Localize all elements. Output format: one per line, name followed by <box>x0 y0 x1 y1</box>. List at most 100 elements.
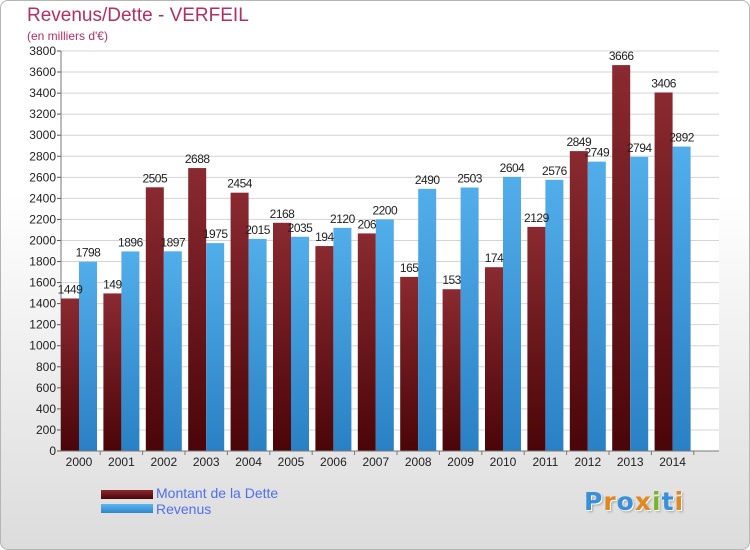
logo-letter: i <box>674 487 685 516</box>
y-tick-label: 3600 <box>29 65 56 79</box>
legend-swatch-dette <box>101 490 153 499</box>
bar-dette <box>654 92 673 451</box>
data-label: 3666 <box>609 49 635 63</box>
y-tick-label: 2000 <box>29 233 56 247</box>
data-label: 2849 <box>566 135 592 149</box>
logo-letter: o <box>616 487 635 516</box>
x-tick-label: 2005 <box>278 455 305 469</box>
bar-revenus <box>503 176 521 452</box>
bar-dette <box>103 293 122 451</box>
y-tick-label: 800 <box>36 360 56 374</box>
y-tick-label: 3800 <box>29 44 56 58</box>
data-label: 1896 <box>118 235 144 249</box>
proxiti-logo: Proxiti <box>584 487 684 516</box>
x-tick-label: 2003 <box>193 455 220 469</box>
bar-revenus <box>333 227 352 451</box>
bar-revenus <box>206 243 225 451</box>
data-label: 1897 <box>160 235 186 249</box>
data-label: 2454 <box>227 177 253 191</box>
bar-dette <box>230 192 249 451</box>
data-label: 2035 <box>288 221 314 235</box>
x-tick-label: 2014 <box>659 455 686 469</box>
data-label: 2505 <box>142 171 168 185</box>
y-tick-label: 2200 <box>29 212 56 226</box>
y-tick-label: 3000 <box>29 128 56 142</box>
bar-dette <box>315 246 334 451</box>
data-label: 149 <box>103 277 122 291</box>
data-label: 2200 <box>372 203 398 217</box>
y-tick-label: 2600 <box>29 170 56 184</box>
y-tick-label: 1800 <box>29 255 56 269</box>
y-tick-label: 3200 <box>29 107 56 121</box>
y-tick-label: 2400 <box>29 191 56 205</box>
bar-chart: 0 200 400 600 800 1000 1200 1400 1600 1800 2000 220… <box>29 44 719 469</box>
legend-label-revenus: Revenus <box>156 501 212 517</box>
bar-dette <box>569 151 588 451</box>
y-tick-label: 400 <box>36 402 56 416</box>
bar-revenus <box>248 238 267 451</box>
logo-letter: P <box>584 487 604 516</box>
x-tick-label: 2008 <box>405 455 432 469</box>
y-tick-label: 1200 <box>29 318 56 332</box>
data-label: 2892 <box>669 131 695 145</box>
data-label: 2576 <box>542 164 568 178</box>
bar-revenus <box>79 261 97 451</box>
bar-revenus <box>460 187 479 452</box>
data-label: 3406 <box>651 76 677 90</box>
bar-dette <box>188 168 207 452</box>
chart-title: Revenus/Dette - VERFEIL <box>27 5 249 26</box>
legend-swatch-revenus <box>101 504 153 513</box>
bar-dette <box>442 289 461 451</box>
data-label: 2794 <box>627 141 653 155</box>
data-label: 2604 <box>500 161 526 175</box>
data-label: 2168 <box>270 207 296 221</box>
x-tick-label: 2001 <box>108 455 135 469</box>
x-tick-label: 2006 <box>320 455 347 469</box>
y-tick-label: 200 <box>36 423 56 437</box>
data-label: 2688 <box>185 152 211 166</box>
x-tick-label: 2009 <box>447 455 474 469</box>
bar-revenus <box>121 251 140 451</box>
data-label: 194 <box>315 230 334 244</box>
y-tick-label: 600 <box>36 381 56 395</box>
data-label: 1449 <box>58 282 84 296</box>
x-tick-label: 2011 <box>532 455 558 469</box>
y-tick-label: 1600 <box>29 276 56 290</box>
bar-revenus <box>375 219 394 451</box>
data-label: 2120 <box>330 212 356 226</box>
bar-dette <box>527 226 546 451</box>
x-tick-label: 2012 <box>574 455 601 469</box>
x-tick-label: 2013 <box>617 455 644 469</box>
bar-dette <box>61 298 79 451</box>
data-label: 206 <box>358 217 377 231</box>
bar-dette <box>145 187 164 451</box>
bar-dette <box>400 276 419 451</box>
data-label: 2490 <box>415 173 441 187</box>
y-tick-label: 1000 <box>29 339 56 353</box>
logo-letter: t <box>661 487 675 516</box>
bar-dette <box>273 222 291 451</box>
x-tick-label: 2000 <box>66 455 93 469</box>
data-label: 2503 <box>457 172 483 186</box>
bar-dette <box>485 267 503 451</box>
y-tick-label: 1400 <box>29 297 56 311</box>
legend-label-dette: Montant de la Dette <box>156 485 279 501</box>
y-tick-label: 0 <box>49 444 56 458</box>
y-tick-label: 2800 <box>29 149 56 163</box>
bar-revenus <box>163 251 182 451</box>
data-label: 2015 <box>245 223 271 237</box>
bar-revenus <box>587 161 606 451</box>
data-label: 1975 <box>203 227 229 241</box>
x-tick-label: 2010 <box>490 455 517 469</box>
x-tick-label: 2007 <box>362 455 389 469</box>
bar-dette <box>612 65 631 452</box>
logo-letter: x <box>634 487 652 516</box>
bar-revenus <box>291 236 309 451</box>
data-label: 1798 <box>76 246 102 260</box>
x-tick-label: 2004 <box>235 455 262 469</box>
bar-revenus <box>545 179 564 451</box>
bar-dette <box>357 233 376 451</box>
logo-letter: i <box>652 487 662 516</box>
bar-revenus <box>418 188 437 452</box>
